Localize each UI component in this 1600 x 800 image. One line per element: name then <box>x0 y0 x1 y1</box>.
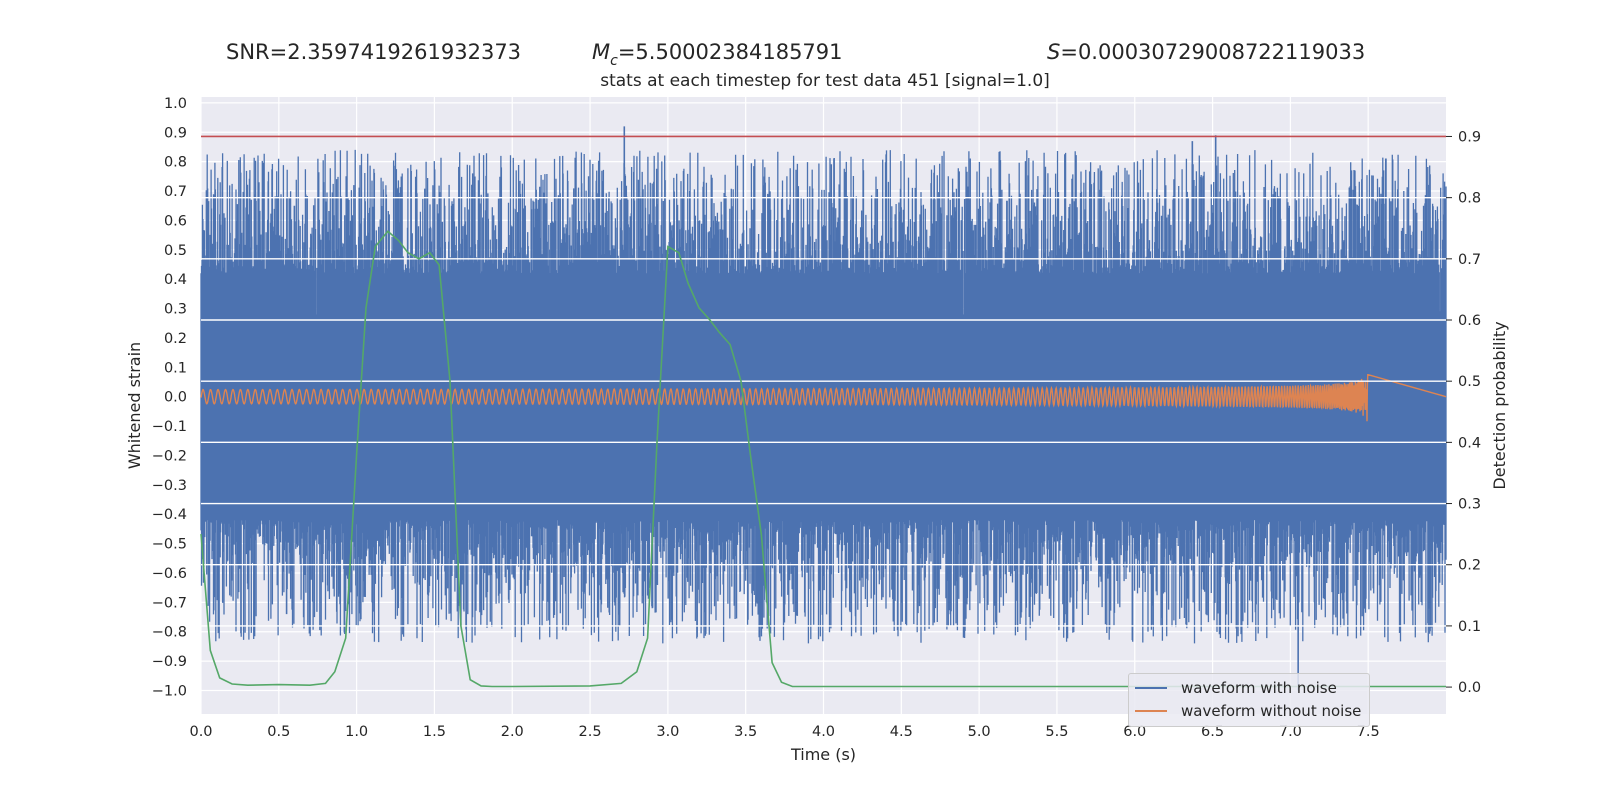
x-tick-7: 3.5 <box>734 724 757 740</box>
y-tick-17: −0.7 <box>152 595 187 611</box>
y-tick-14: −0.4 <box>152 507 187 523</box>
y-tick-12: −0.2 <box>152 448 187 464</box>
y-tick-15: −0.5 <box>152 537 187 553</box>
y-tick-1: 0.9 <box>164 125 187 141</box>
y2-tick-4: 0.5 <box>1458 374 1481 390</box>
x-tick-3: 1.5 <box>423 724 446 740</box>
chart-title: stats at each timestep for test data 451… <box>600 71 1050 91</box>
x-tick-15: 7.5 <box>1357 724 1380 740</box>
y-tick-6: 0.4 <box>164 272 187 288</box>
y-tick-7: 0.3 <box>164 302 187 318</box>
legend-label-noise: waveform with noise <box>1181 679 1337 697</box>
y2-tick-6: 0.3 <box>1458 497 1481 513</box>
right-axis-grid <box>201 196 1446 627</box>
chirp-mass-symbol: M <box>592 40 611 64</box>
y2-tick-3: 0.6 <box>1458 313 1481 329</box>
s-stat-label: S=0.00030729008722119033 <box>1047 40 1365 64</box>
x-tick-12: 6.0 <box>1123 724 1146 740</box>
x-tick-1: 0.5 <box>267 724 290 740</box>
y2-axis-ticks: 0.9 0.8 0.7 0.6 0.5 0.4 0.3 0.2 0.1 0.0 <box>1446 129 1481 696</box>
y-tick-9: 0.1 <box>164 360 187 376</box>
x-tick-14: 7.0 <box>1279 724 1302 740</box>
x-tick-0: 0.0 <box>189 724 212 740</box>
y-tick-18: −0.8 <box>152 625 187 641</box>
x-tick-10: 5.0 <box>968 724 991 740</box>
y2-tick-7: 0.2 <box>1458 558 1481 574</box>
x-tick-5: 2.5 <box>579 724 602 740</box>
y-tick-13: −0.3 <box>152 478 187 494</box>
x-tick-6: 3.0 <box>656 724 679 740</box>
x-axis-label: Time (s) <box>790 745 856 764</box>
x-axis-ticks: 0.0 0.5 1.0 1.5 2.0 2.5 3.0 3.5 4.0 4.5 5.0 5.5 6.0 6… <box>189 724 1379 740</box>
legend-swatch-noise <box>1135 687 1167 689</box>
x-tick-2: 1.0 <box>345 724 368 740</box>
s-stat-value: =0.00030729008722119033 <box>1060 40 1366 64</box>
chirp-mass-value: =5.50002384185791 <box>617 40 843 64</box>
s-stat-symbol: S <box>1047 40 1061 64</box>
y2-tick-2: 0.7 <box>1458 252 1481 268</box>
legend-item-clean: waveform without noise <box>1129 701 1361 721</box>
series-detection-probability <box>200 230 1446 688</box>
y-tick-2: 0.8 <box>164 155 187 171</box>
y-tick-10: 0.0 <box>164 390 187 406</box>
y2-tick-0: 0.9 <box>1458 129 1481 145</box>
y2-axis-label: Detection probability <box>1490 321 1509 489</box>
y-tick-3: 0.7 <box>164 184 187 200</box>
legend-item-noise: waveform with noise <box>1129 678 1337 698</box>
y-axis-label: Whitened strain <box>125 342 144 469</box>
legend-swatch-clean <box>1135 710 1167 712</box>
y2-tick-1: 0.8 <box>1458 191 1481 207</box>
x-tick-8: 4.0 <box>812 724 835 740</box>
y-tick-0: 1.0 <box>164 96 187 112</box>
y-tick-19: −0.9 <box>152 654 187 670</box>
y-tick-20: −1.0 <box>152 683 187 699</box>
chirp-trace <box>200 374 1447 422</box>
x-tick-13: 6.5 <box>1201 724 1224 740</box>
x-tick-9: 4.5 <box>890 724 913 740</box>
y2-tick-5: 0.4 <box>1458 435 1481 451</box>
legend-label-clean: waveform without noise <box>1181 702 1362 720</box>
chirp-mass-label: Mc=5.50002384185791 <box>592 40 843 69</box>
y-axis-ticks: 1.0 0.9 0.8 0.7 0.6 0.5 0.4 0.3 0.2 0.1 0.0 −0.1 −0.… <box>152 96 187 700</box>
y2-tick-9: 0.0 <box>1458 680 1481 696</box>
y-tick-11: −0.1 <box>152 419 187 435</box>
probability-trace <box>200 230 1446 688</box>
y-tick-4: 0.6 <box>164 213 187 229</box>
x-tick-11: 5.5 <box>1045 724 1068 740</box>
y-tick-5: 0.5 <box>164 243 187 259</box>
y-tick-8: 0.2 <box>164 331 187 347</box>
y-tick-16: −0.6 <box>152 566 187 582</box>
snr-label: SNR=2.3597419261932373 <box>226 40 522 64</box>
chirp-mass-subscript: c <box>610 53 618 69</box>
x-tick-4: 2.0 <box>501 724 524 740</box>
series-waveform-without-noise <box>200 374 1447 422</box>
y2-tick-8: 0.1 <box>1458 619 1481 635</box>
legend: waveform with noise waveform without noi… <box>1128 673 1370 727</box>
